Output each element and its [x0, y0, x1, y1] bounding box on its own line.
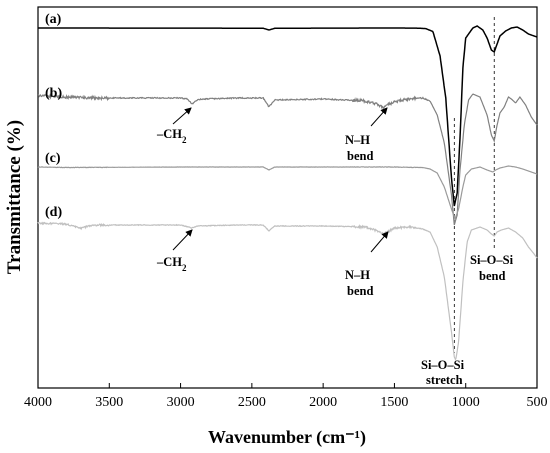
- annotation-sios-stretch-line1: Si–O–Si: [421, 358, 465, 372]
- panel-label-d: (d): [45, 205, 62, 220]
- spectrum-c: [37, 165, 538, 220]
- annotation-ch2-d: –CH2: [156, 255, 187, 273]
- annotation-nh-b-line2: bend: [347, 149, 373, 163]
- x-tick-label: 2000: [309, 395, 337, 410]
- x-tick-label: 4000: [24, 395, 52, 410]
- annotation-sios-bend-line2: bend: [479, 269, 505, 283]
- annotation-ch2-b: –CH2: [156, 127, 187, 145]
- plot-frame: [37, 6, 538, 389]
- x-tick-label: 1000: [452, 395, 480, 410]
- spectrum-d: [37, 221, 538, 361]
- spectrum-b: [37, 93, 538, 226]
- annotation-nh-d-line1: N–H: [345, 268, 370, 282]
- annotation-sios-bend-line1: Si–O–Si: [470, 253, 514, 267]
- x-axis-title: Wavenumber (cm⁻¹): [208, 427, 366, 448]
- panel-label-a: (a): [45, 12, 62, 27]
- annotation-nh-d-line2: bend: [347, 284, 373, 298]
- annotation-sios-stretch-line2: stretch: [426, 373, 463, 387]
- arrow-ch2-d: [172, 229, 193, 251]
- y-axis-title: Transmittance (%): [4, 120, 25, 274]
- panel-label-c: (c): [45, 151, 61, 166]
- spectrum-a: [38, 25, 538, 207]
- arrow-ch2-b: [172, 107, 192, 125]
- x-tick-label: 3500: [95, 395, 123, 410]
- x-tick-label: 2500: [238, 395, 266, 410]
- panel-label-b: (b): [45, 86, 62, 101]
- x-axis: 4000 3500 3000 2500 2000 1500 1000 500: [24, 383, 548, 410]
- x-tick-label: 500: [527, 395, 548, 410]
- arrow-nh-d: [370, 231, 389, 253]
- annotation-nh-b-line1: N–H: [345, 133, 370, 147]
- x-tick-label: 3000: [167, 395, 195, 410]
- arrow-nh-b: [370, 107, 388, 127]
- x-tick-label: 1500: [380, 395, 408, 410]
